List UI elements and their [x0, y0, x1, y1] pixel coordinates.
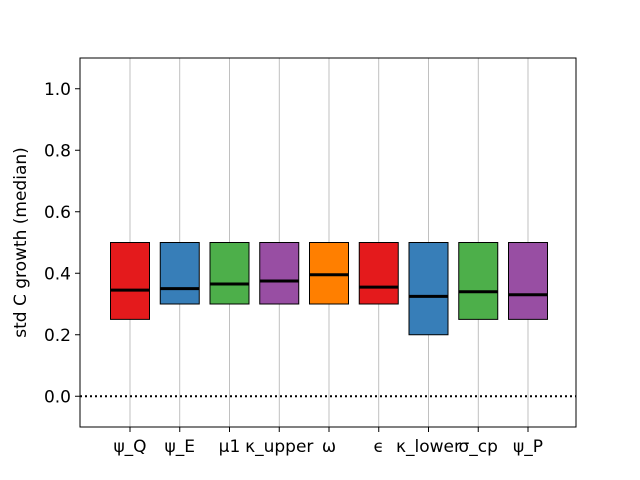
box-4 — [259, 242, 300, 305]
x-tick-label: ψ_Q — [113, 437, 146, 457]
y-tick-label: 0.4 — [44, 264, 71, 284]
x-tick-label: κ_upper — [245, 437, 313, 457]
box-1 — [110, 242, 150, 320]
x-tick-label: ψ_E — [165, 437, 195, 457]
plot-frame — [79, 57, 577, 428]
box-3 — [209, 242, 250, 305]
y-tick-label: 0.6 — [44, 203, 71, 223]
x-tick-label: μ1 — [219, 437, 241, 457]
x-tick-label: ϵ — [374, 437, 384, 457]
y-axis: 0.0 0.2 0.4 0.6 0.8 1.0 — [44, 80, 80, 407]
box-7 — [408, 242, 449, 336]
y-tick-label: 0.0 — [44, 387, 71, 407]
x-tick-label: ψ_P — [513, 437, 543, 457]
x-tick-label: κ_lower — [396, 437, 461, 457]
y-axis-label: std C growth (median) — [11, 147, 31, 338]
x-tick-label: σ_cp — [459, 437, 498, 457]
box-5 — [309, 242, 349, 305]
box-6 — [358, 242, 399, 305]
box-8 — [458, 242, 499, 320]
box-9 — [508, 242, 548, 320]
box-2 — [159, 242, 200, 305]
y-tick-label: 0.8 — [44, 141, 71, 161]
x-tick-label: ω — [322, 437, 336, 457]
y-tick-label: 0.2 — [44, 326, 71, 346]
boxes — [110, 242, 548, 336]
y-tick-label: 1.0 — [44, 80, 71, 100]
